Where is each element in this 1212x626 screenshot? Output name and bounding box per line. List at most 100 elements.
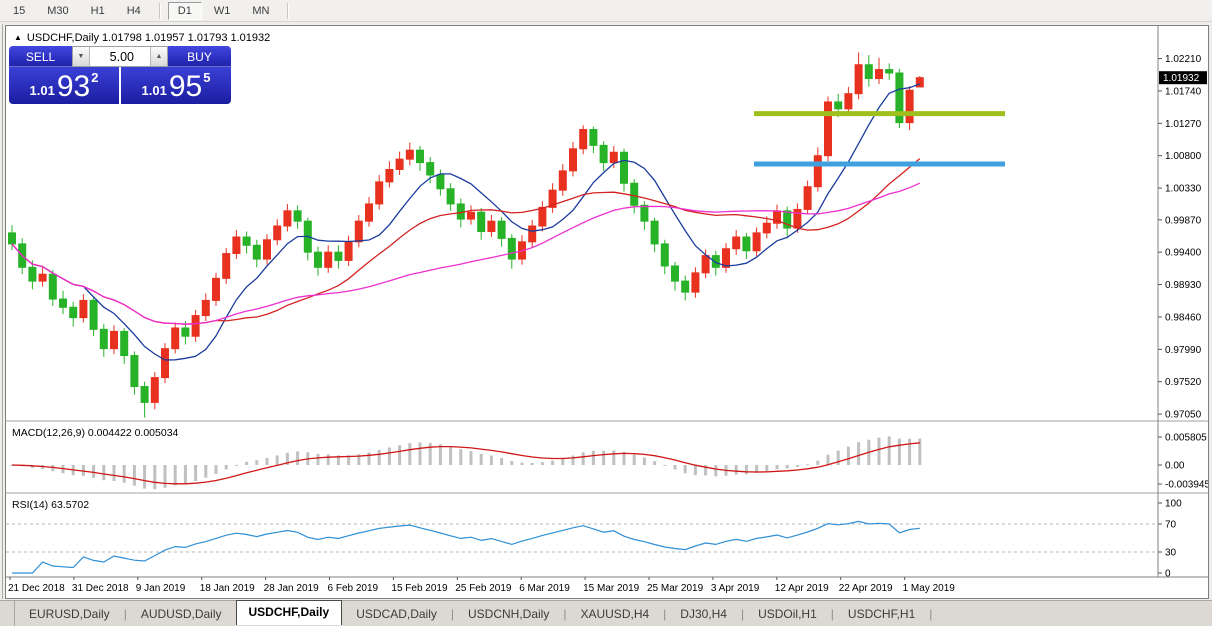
- date-label[interactable]: 22 Apr 2019: [839, 583, 893, 594]
- price-axis-label: 0.97990: [1165, 345, 1202, 356]
- buy-price-prefix: 1.01: [141, 83, 167, 98]
- candle: [446, 188, 455, 205]
- volume-increase-icon[interactable]: ▲: [150, 47, 167, 66]
- chart-ohlc-values: 1.01798 1.01957 1.01793 1.01932: [102, 32, 271, 44]
- macd-histogram-bar: [398, 445, 402, 465]
- macd-histogram-bar: [275, 455, 279, 465]
- macd-histogram-bar: [245, 461, 249, 465]
- candle: [620, 151, 628, 184]
- macd-histogram-bar: [81, 465, 85, 476]
- candle: [150, 377, 159, 403]
- timeframe-button-d1[interactable]: D1: [167, 1, 202, 20]
- price-chart[interactable]: 1.022101.017401.012701.008001.003300.998…: [6, 26, 1208, 598]
- sell-button[interactable]: SELL: [9, 46, 72, 67]
- timeframe-button-w1[interactable]: W1: [213, 4, 231, 17]
- date-label[interactable]: 3 Apr 2019: [711, 583, 760, 594]
- chart-window[interactable]: 1.02210 1.01740 1.01270 1.00800 1.00330 0.998…: [5, 25, 1209, 599]
- macd-histogram-bar: [571, 455, 575, 465]
- macd-histogram-bar: [816, 460, 820, 465]
- macd-histogram-bar: [183, 465, 187, 484]
- date-label[interactable]: 9 Jan 2019: [136, 583, 186, 594]
- tab-audusd-daily[interactable]: AUDUSD,Daily: [140, 606, 222, 621]
- candle: [813, 155, 822, 188]
- candle: [8, 232, 16, 245]
- candle: [895, 72, 904, 124]
- date-label[interactable]: 6 Feb 2019: [328, 583, 379, 594]
- tab-usdchf-h1[interactable]: USDCHF,H1: [847, 606, 916, 621]
- date-label[interactable]: 18 Jan 2019: [200, 583, 255, 594]
- macd-indicator-label: MACD(12,26,9) 0.004422 0.005034: [12, 427, 179, 439]
- macd-histogram-bar: [755, 465, 759, 473]
- timeframe-button-h4[interactable]: H4: [126, 4, 141, 17]
- macd-histogram-bar: [428, 442, 432, 465]
- date-label[interactable]: 21 Dec 2018: [8, 583, 65, 594]
- candle: [711, 255, 720, 268]
- macd-histogram-bar: [438, 444, 442, 465]
- date-label[interactable]: 15 Mar 2019: [583, 583, 640, 594]
- candle: [314, 251, 322, 268]
- date-label[interactable]: 12 Apr 2019: [775, 583, 829, 594]
- candle: [334, 251, 343, 261]
- macd-histogram-bar: [153, 465, 157, 490]
- tab-xauusd-h4[interactable]: XAUUSD,H4: [580, 606, 650, 621]
- date-label[interactable]: 1 May 2019: [903, 583, 956, 594]
- macd-histogram-bar: [530, 462, 534, 465]
- timeframe-button-h1[interactable]: H1: [90, 4, 105, 17]
- candle: [293, 210, 302, 222]
- rsi-axis-label: 70: [1165, 520, 1177, 531]
- candle: [263, 239, 271, 260]
- candle: [191, 315, 200, 337]
- ma-line-40: [11, 182, 921, 325]
- candle: [89, 299, 98, 330]
- buy-price-pip: 5: [203, 70, 211, 85]
- candle: [589, 129, 598, 146]
- price-axis-label: 0.97520: [1165, 377, 1202, 388]
- date-label[interactable]: 31 Dec 2018: [72, 583, 129, 594]
- candle: [48, 273, 57, 300]
- candle: [569, 148, 577, 172]
- toolbar-separator: [287, 2, 289, 19]
- macd-signal-line: [11, 442, 920, 485]
- macd-histogram-bar: [449, 446, 453, 465]
- current-price-label: 1.01932: [1163, 73, 1200, 84]
- buy-button[interactable]: BUY: [168, 46, 231, 67]
- macd-histogram-bar: [500, 457, 504, 465]
- chart-tabs-bar: EURUSD,Daily | AUDUSD,Daily USDCHF,Daily USD…: [0, 599, 1212, 626]
- candle: [640, 204, 649, 222]
- timeframe-button-15[interactable]: 15: [13, 4, 26, 17]
- date-label[interactable]: 25 Mar 2019: [647, 583, 704, 594]
- tab-dj30-h4[interactable]: DJ30,H4: [680, 606, 727, 621]
- tab-separator: |: [929, 606, 933, 621]
- date-label[interactable]: 15 Feb 2019: [391, 583, 448, 594]
- timeframe-button-m30[interactable]: M30: [47, 4, 69, 17]
- candle: [691, 272, 700, 293]
- candle: [599, 144, 608, 164]
- current-price-badge: [1159, 71, 1207, 85]
- candle: [120, 330, 129, 357]
- tab-usdcnh-daily[interactable]: USDCNH,Daily: [468, 606, 550, 621]
- tab-usdcad-daily[interactable]: USDCAD,Daily: [356, 606, 437, 621]
- date-label[interactable]: 25 Feb 2019: [455, 583, 512, 594]
- tab-usdchf-daily[interactable]: USDCHF,Daily: [235, 599, 343, 625]
- macd-histogram-bar: [561, 458, 565, 465]
- candle: [905, 89, 914, 124]
- collapse-panel-icon[interactable]: ▲: [14, 33, 22, 42]
- volume-decrease-icon[interactable]: ▼: [73, 47, 90, 66]
- price-axis-label: 1.01740: [1165, 86, 1202, 97]
- macd-histogram-bar: [387, 447, 391, 465]
- tab-usdoil-h1[interactable]: USDOil,H1: [758, 606, 817, 621]
- macd-histogram-bar: [265, 457, 269, 465]
- tabs-scroll-stub: [0, 601, 15, 626]
- buy-price-button[interactable]: 1.01 95 5: [121, 67, 231, 104]
- timeframe-button-mn[interactable]: MN: [252, 4, 270, 17]
- one-click-trade-panel: SELL ▼ 5.00 ▲ BUY 1.01 93 2 1.01 95 5: [9, 46, 231, 104]
- date-label[interactable]: 6 Mar 2019: [519, 583, 570, 594]
- rsi-indicator-label: RSI(14) 63.5702: [12, 499, 90, 511]
- sell-price-button[interactable]: 1.01 93 2: [9, 67, 119, 104]
- candle: [487, 220, 496, 232]
- candle: [28, 266, 37, 282]
- tab-eurusd-daily[interactable]: EURUSD,Daily: [29, 606, 110, 621]
- candle: [579, 129, 588, 150]
- date-label[interactable]: 28 Jan 2019: [264, 583, 319, 594]
- volume-value[interactable]: 5.00: [109, 49, 134, 64]
